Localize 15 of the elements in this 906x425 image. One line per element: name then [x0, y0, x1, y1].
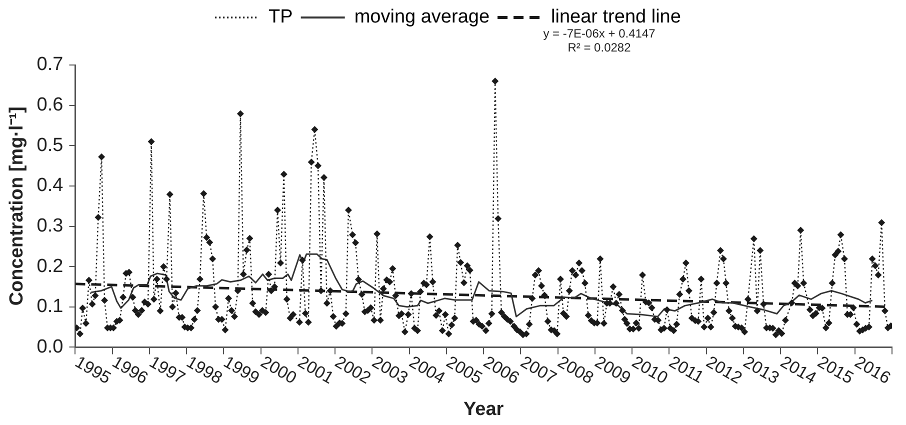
legend-label: moving average — [354, 6, 490, 28]
y-tick-label: 0.5 — [36, 134, 64, 156]
legend-label: linear trend line — [551, 6, 681, 28]
y-tick-label: 0.6 — [36, 94, 64, 116]
y-tick-label: 0.2 — [36, 256, 64, 277]
y-tick-label: 0.4 — [36, 175, 64, 196]
y-tick-label: 0.1 — [36, 296, 64, 318]
y-tick-label: 0.0 — [36, 336, 64, 358]
y-tick-label: 0.3 — [36, 215, 64, 236]
text: R² = 0.0282 — [568, 40, 632, 54]
x-axis-title: Year — [464, 398, 504, 420]
text: y = -7E-06x + 0.4147 — [543, 26, 656, 40]
legend-label: TP — [268, 6, 293, 28]
y-tick-label: 0.7 — [36, 54, 64, 76]
y-axis-title: Concentration [mg·l⁻¹] — [6, 106, 28, 306]
